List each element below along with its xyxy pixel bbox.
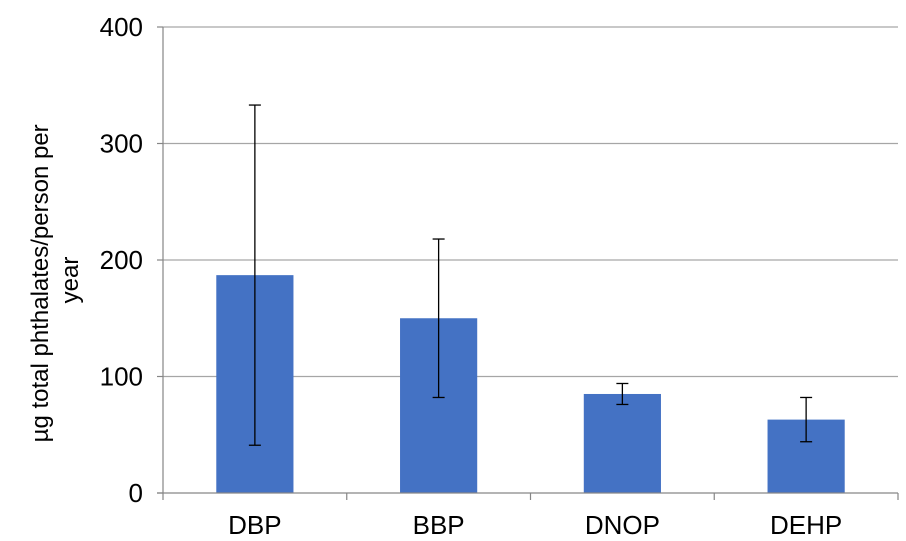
- x-category-labels: DBP BBP DNOP DEHP: [228, 510, 842, 540]
- y-tick-label: 0: [129, 478, 143, 508]
- error-bar-dehp: [800, 396, 813, 443]
- error-bar-dbp: [248, 104, 261, 446]
- y-tick-labels: 0 100 200 300 400: [100, 12, 143, 508]
- x-category-label: DEHP: [770, 510, 842, 540]
- error-bars: [248, 104, 813, 446]
- x-category-label: BBP: [413, 510, 465, 540]
- bars: [216, 275, 845, 493]
- error-bar-bbp: [432, 238, 445, 399]
- gridlines: [163, 26, 898, 378]
- y-axis-title: µg total phthalates/person per year: [27, 118, 84, 443]
- axes: [157, 26, 899, 500]
- y-tick-label: 100: [100, 362, 143, 392]
- y-tick-label: 200: [100, 245, 143, 275]
- y-tick-label: 400: [100, 12, 143, 42]
- error-bar-dnop: [616, 382, 629, 406]
- x-category-label: DBP: [228, 510, 281, 540]
- y-tick-label: 300: [100, 129, 143, 159]
- bar-dnop: [583, 393, 661, 493]
- y-axis-title-line-2: year: [57, 257, 84, 304]
- y-axis-title-line-1: µg total phthalates/person per: [27, 124, 54, 442]
- x-category-label: DNOP: [585, 510, 660, 540]
